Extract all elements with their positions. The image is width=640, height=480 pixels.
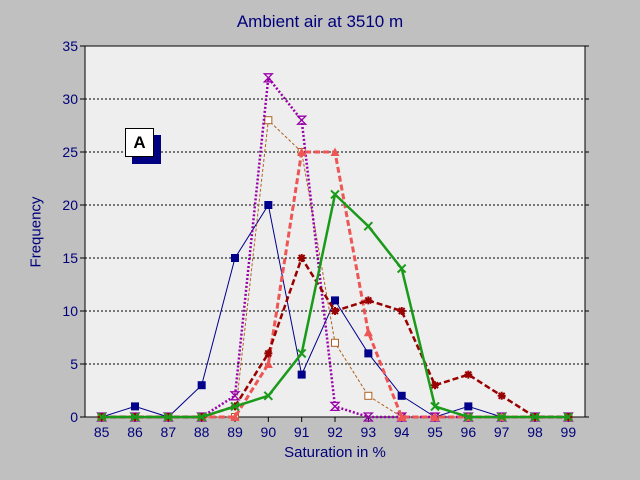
data-point xyxy=(264,116,273,125)
data-point xyxy=(530,412,540,422)
data-point xyxy=(296,348,307,359)
data-point xyxy=(131,402,139,411)
plot-frame xyxy=(84,45,586,418)
data-point xyxy=(396,263,407,274)
data-point xyxy=(330,147,340,156)
data-point xyxy=(364,296,373,305)
data-point xyxy=(262,73,274,83)
x-tick-label: 97 xyxy=(494,424,510,440)
data-point xyxy=(464,370,473,379)
data-point xyxy=(364,349,373,358)
y-tick-label: 10 xyxy=(62,303,78,319)
y-tick-label: 15 xyxy=(62,250,78,266)
x-tick-label: 96 xyxy=(461,424,477,440)
data-point xyxy=(196,412,207,422)
data-point xyxy=(362,412,374,422)
y-tick-label: 25 xyxy=(62,144,78,160)
x-tick-label: 91 xyxy=(294,424,310,440)
data-point xyxy=(463,412,474,422)
data-point xyxy=(397,307,406,315)
y-tick-label: 5 xyxy=(70,356,78,372)
data-point xyxy=(331,307,339,315)
x-tick-label: 89 xyxy=(227,424,243,440)
x-tick-label: 87 xyxy=(161,424,177,440)
data-point xyxy=(297,254,306,262)
x-tick-label: 94 xyxy=(394,424,410,440)
data-point xyxy=(430,401,440,412)
data-point xyxy=(130,412,140,422)
data-point xyxy=(297,147,307,156)
data-point xyxy=(331,296,339,305)
data-point xyxy=(496,412,507,422)
panel-label: A xyxy=(125,128,154,157)
x-tick-label: 93 xyxy=(361,424,377,440)
data-point xyxy=(329,401,341,412)
data-point xyxy=(263,359,273,368)
series-6 xyxy=(96,189,574,422)
x-tick-label: 88 xyxy=(194,424,210,440)
data-point xyxy=(330,189,340,200)
x-tick-label: 98 xyxy=(527,424,543,440)
data-point xyxy=(230,401,240,412)
data-point xyxy=(229,391,241,401)
data-point xyxy=(264,201,273,209)
data-point xyxy=(331,338,339,347)
data-point xyxy=(397,412,407,421)
x-tick-label: 92 xyxy=(327,424,343,440)
data-point xyxy=(431,381,439,390)
data-point xyxy=(364,391,373,400)
x-tick-label: 95 xyxy=(427,424,443,440)
x-tick-label: 90 xyxy=(261,424,277,440)
y-tick-label: 35 xyxy=(62,38,78,54)
data-point xyxy=(497,391,506,400)
data-point xyxy=(163,412,174,422)
data-point xyxy=(230,412,240,421)
data-point xyxy=(264,349,273,358)
data-point xyxy=(563,412,574,422)
y-tick-label: 30 xyxy=(62,91,78,107)
y-tick-label: 0 xyxy=(70,409,78,425)
data-point xyxy=(464,402,473,411)
data-point xyxy=(430,412,440,421)
data-point xyxy=(363,221,374,231)
data-point xyxy=(297,370,306,379)
data-point xyxy=(96,412,107,422)
x-axis-label: Saturation in % xyxy=(284,444,386,461)
x-tick-label: 85 xyxy=(94,424,110,440)
x-tick-label: 99 xyxy=(561,424,577,440)
data-point xyxy=(231,254,239,262)
x-tick-label: 86 xyxy=(127,424,143,440)
y-tick-label: 20 xyxy=(62,197,78,213)
data-point xyxy=(397,391,406,400)
data-point xyxy=(363,327,373,337)
data-point xyxy=(263,391,274,401)
chart-title: Ambient air at 3510 m xyxy=(236,12,404,31)
plot-area xyxy=(85,46,585,417)
data-point xyxy=(197,381,206,390)
data-point xyxy=(296,115,308,125)
